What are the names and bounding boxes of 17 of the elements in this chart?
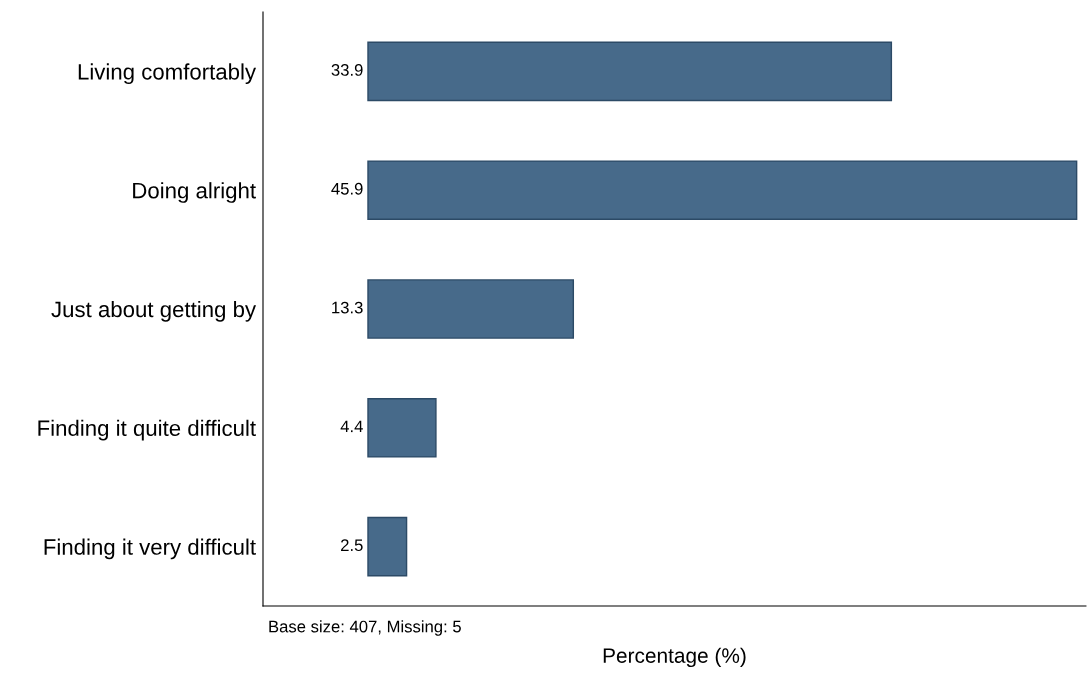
- data-label: 13.3: [332, 301, 363, 314]
- data-label: 4.4: [340, 420, 363, 433]
- y-tick-label: Finding it quite difficult: [38, 419, 256, 441]
- x-axis-title: Percentage (%): [603, 647, 746, 668]
- bar: [367, 279, 575, 339]
- data-label: 45.9: [331, 182, 363, 195]
- bar: [367, 397, 437, 458]
- text: Base size: 407, Missing: 5: [269, 620, 461, 636]
- y-tick-label: Living comfortably: [78, 63, 257, 85]
- data-label: 2.5: [341, 539, 363, 552]
- bar: [367, 516, 408, 577]
- y-tick-label: Just about getting by: [51, 300, 257, 322]
- bar: [367, 160, 1078, 221]
- y-tick-label: Doing alright: [133, 182, 256, 203]
- y-tick-label: Finding it very difficult: [44, 538, 256, 560]
- bar: [367, 41, 893, 102]
- data-label: 33.9: [331, 64, 363, 76]
